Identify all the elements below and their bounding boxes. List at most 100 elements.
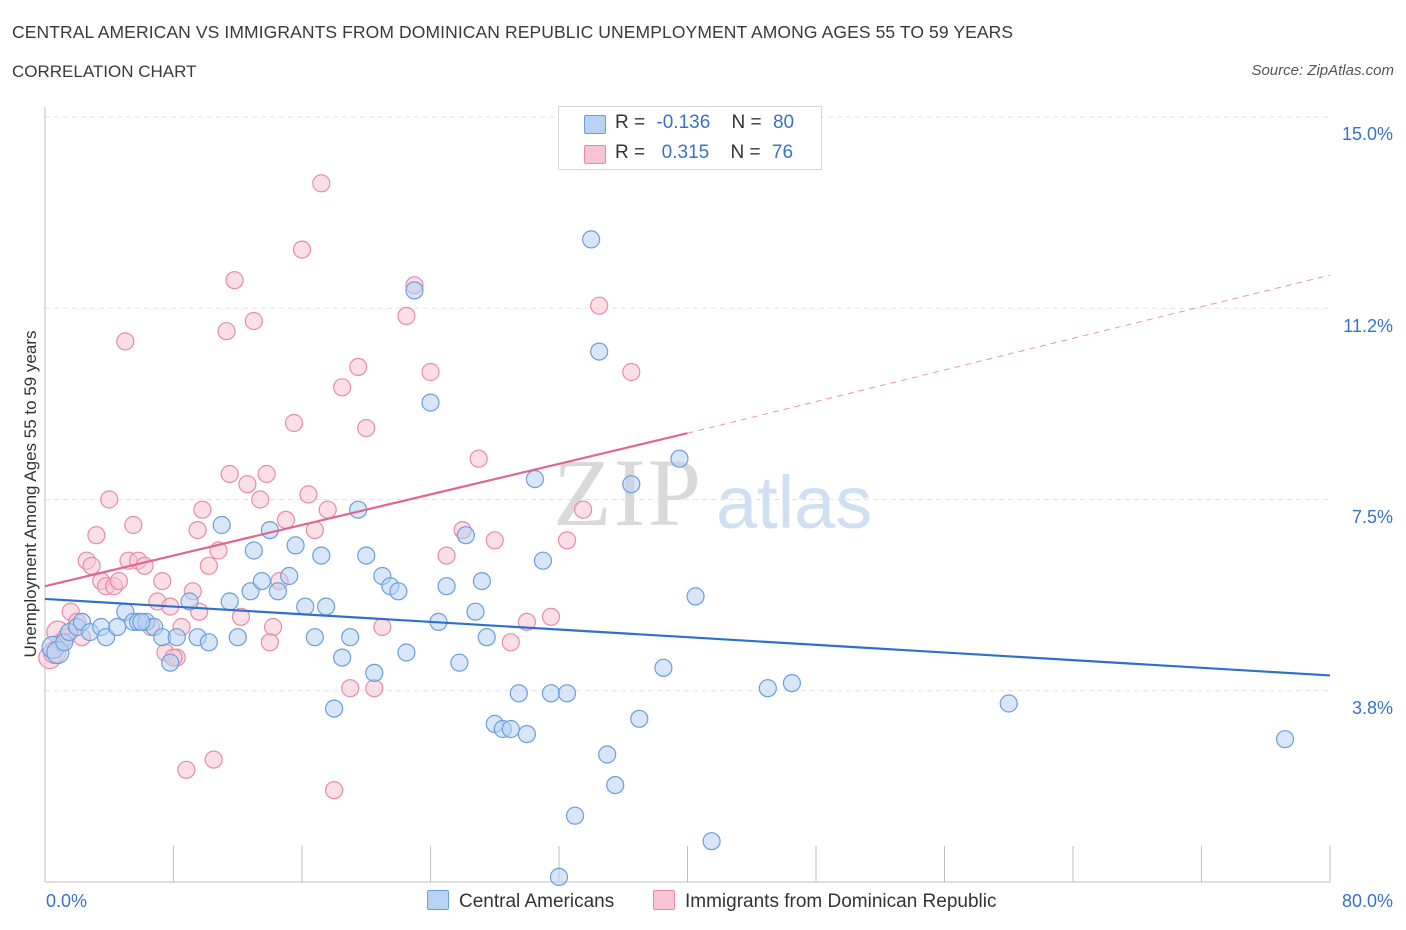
central-american-point-70 xyxy=(630,709,649,728)
dominican-point-47 xyxy=(292,240,312,259)
dominican-point-42 xyxy=(257,464,276,484)
legend-swatch-blue xyxy=(584,115,606,134)
central-american-point-44 xyxy=(397,643,416,662)
dominican-point-53 xyxy=(333,378,352,397)
bottom-legend-swatch-blue xyxy=(427,890,449,910)
dominican-point-45 xyxy=(276,510,296,530)
central-american-point-9 xyxy=(108,617,127,637)
central-american-point-28 xyxy=(268,582,288,601)
central-american-point-37 xyxy=(341,628,360,647)
central-american-point-27 xyxy=(260,520,279,540)
central-american-point-75 xyxy=(758,679,777,698)
correlation-legend: R = -0.136 N = 80 R = 0.315 N = 76 xyxy=(558,106,822,170)
dominican-point-56 xyxy=(357,419,376,438)
central-american-point-65 xyxy=(582,230,601,249)
dominican-point-16 xyxy=(116,332,135,351)
legend-row-central-americans: R = -0.136 N = 80 xyxy=(559,109,821,139)
central-american-point-78 xyxy=(1275,730,1295,749)
central-american-point-23 xyxy=(228,628,247,647)
central-american-point-58 xyxy=(517,724,536,744)
dominican-point-71 xyxy=(590,296,609,315)
series-name-dominican: Immigrants from Dominican Republic xyxy=(685,891,997,912)
trend-lines xyxy=(44,274,1331,677)
central-american-point-72 xyxy=(670,449,689,468)
legend-row-dominican: R = 0.315 N = 76 xyxy=(559,139,821,169)
dominican-point-61 xyxy=(421,362,440,382)
dominican-point-50 xyxy=(312,174,331,193)
central-american-point-20 xyxy=(199,633,218,652)
central-american-point-48 xyxy=(437,577,456,596)
central-american-point-16 xyxy=(161,653,180,672)
y-tick-7-5: 7.5% xyxy=(1351,507,1393,527)
r-label: R = xyxy=(615,112,646,133)
dominican-point-46 xyxy=(284,413,304,433)
central-american-point-66 xyxy=(590,342,609,361)
central-american-point-21 xyxy=(212,515,231,535)
central-american-point-30 xyxy=(286,536,305,555)
central-american-point-36 xyxy=(333,648,352,667)
dominican-point-28 xyxy=(177,760,196,779)
central-american-point-40 xyxy=(365,663,384,683)
dominican-point-62 xyxy=(437,546,456,565)
chart-title: CENTRAL AMERICAN VS IMMIGRANTS FROM DOMI… xyxy=(12,22,1014,42)
dominican-point-23 xyxy=(153,571,172,591)
dominican-point-58 xyxy=(373,617,392,637)
r-value: -0.136 xyxy=(656,112,711,133)
dominican-point-67 xyxy=(517,612,536,632)
dominican-point-41 xyxy=(251,490,270,509)
dominican-point-38 xyxy=(231,607,251,626)
central-american-point-68 xyxy=(606,775,625,795)
central-american-point-73 xyxy=(686,587,705,606)
central-american-point-31 xyxy=(296,597,315,616)
dominican-point-32 xyxy=(199,556,218,575)
central-american-point-76 xyxy=(782,673,802,693)
r-label: R = xyxy=(615,142,646,163)
legend-swatch-pink xyxy=(584,145,606,164)
series-central-american-points xyxy=(41,230,1295,887)
n-value: 80 xyxy=(772,112,795,133)
dominican-point-33 xyxy=(204,750,223,769)
central-american-point-69 xyxy=(622,475,641,494)
central-american-point-24 xyxy=(241,582,260,601)
dominican-point-69 xyxy=(557,531,577,550)
dominican-point-65 xyxy=(485,531,504,550)
dominican-point-31 xyxy=(193,500,212,519)
dominican-point-51 xyxy=(318,500,337,519)
r-value: 0.315 xyxy=(656,142,710,163)
central-american-point-43 xyxy=(389,582,408,601)
dominican-point-70 xyxy=(573,500,593,519)
series-dominican-points xyxy=(38,174,641,800)
central-american-point-22 xyxy=(220,592,239,611)
dominican-point-54 xyxy=(341,679,360,698)
dominican-point-35 xyxy=(217,322,236,341)
x-tick-min: 0.0% xyxy=(46,891,88,911)
dominican-point-55 xyxy=(349,357,368,376)
dominican-point-43 xyxy=(263,617,283,637)
n-value: 76 xyxy=(771,142,794,163)
dominican-point-18 xyxy=(124,515,143,535)
central-american-point-52 xyxy=(472,571,491,591)
dominican-point-13 xyxy=(100,490,119,509)
central-american-point-50 xyxy=(456,526,475,545)
dominican-point-59 xyxy=(397,306,416,325)
axes xyxy=(44,107,1331,883)
dominican-point-40 xyxy=(244,311,263,331)
central-american-point-67 xyxy=(598,745,617,764)
central-american-point-56 xyxy=(501,719,520,739)
trend-line-dominican xyxy=(44,432,688,588)
bottom-legend-swatch-pink xyxy=(653,890,675,910)
n-label: N = xyxy=(730,142,761,163)
central-american-point-25 xyxy=(244,541,263,560)
n-label: N = xyxy=(731,112,762,133)
central-american-point-46 xyxy=(421,393,440,412)
central-american-point-77 xyxy=(999,694,1018,713)
central-american-point-74 xyxy=(702,832,721,851)
central-american-point-45 xyxy=(405,281,424,300)
dominican-point-30 xyxy=(188,520,207,540)
central-american-point-26 xyxy=(252,571,271,591)
y-tick-11-2: 11.2% xyxy=(1343,316,1393,336)
dominican-point-72 xyxy=(622,362,641,382)
trend-line-dominican-extension xyxy=(687,274,1331,434)
central-american-point-57 xyxy=(509,684,528,703)
dominican-point-64 xyxy=(469,449,488,468)
